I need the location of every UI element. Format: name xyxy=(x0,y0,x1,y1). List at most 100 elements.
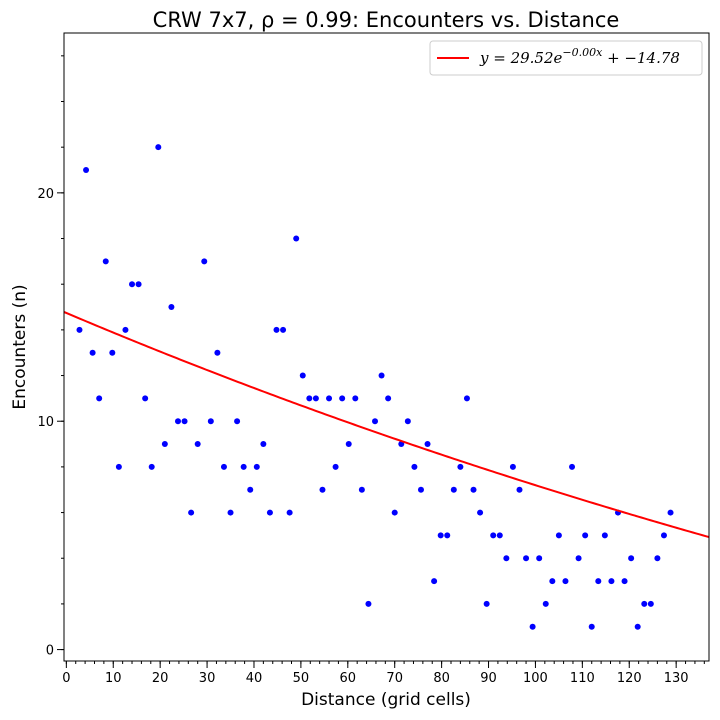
data-point xyxy=(115,463,122,470)
data-point xyxy=(628,555,635,562)
data-point xyxy=(76,326,83,333)
data-point xyxy=(299,372,306,379)
data-point xyxy=(148,463,155,470)
legend-box xyxy=(429,40,703,76)
data-point xyxy=(96,395,103,402)
data-point xyxy=(391,509,398,516)
data-point xyxy=(194,441,201,448)
data-point xyxy=(450,486,457,493)
y-axis-label: Encounters (n) xyxy=(10,284,30,409)
data-point xyxy=(326,395,333,402)
data-point xyxy=(339,395,346,402)
legend-label-lhs: y = 29.52e xyxy=(479,49,563,67)
data-point xyxy=(181,418,188,425)
data-point xyxy=(168,304,175,311)
x-tick-label: 30 xyxy=(199,671,216,686)
data-point xyxy=(542,600,549,607)
data-point xyxy=(234,418,241,425)
data-point xyxy=(641,600,648,607)
data-point xyxy=(122,326,129,333)
data-point xyxy=(220,463,227,470)
data-point xyxy=(365,600,372,607)
data-point xyxy=(345,441,352,448)
data-point xyxy=(109,349,116,356)
x-tick-label: 110 xyxy=(570,671,595,686)
data-point xyxy=(437,532,444,539)
data-point xyxy=(595,578,602,585)
axis-ticks: 0 10 20 30 40 50 60 70 80 90 100 110 120 130 0 10 20 xyxy=(37,55,705,686)
data-point xyxy=(372,418,379,425)
data-point xyxy=(155,144,162,151)
x-tick-label: 100 xyxy=(523,671,548,686)
x-tick-label: 70 xyxy=(386,671,403,686)
plot-frame xyxy=(63,32,710,662)
data-point xyxy=(174,418,181,425)
data-point xyxy=(83,167,90,174)
data-point xyxy=(503,555,510,562)
data-point xyxy=(207,418,214,425)
data-point xyxy=(523,555,530,562)
data-point xyxy=(529,623,536,630)
data-point xyxy=(477,509,484,516)
data-point xyxy=(569,463,576,470)
data-point xyxy=(660,532,667,539)
x-tick-label: 20 xyxy=(152,671,169,686)
data-point xyxy=(431,578,438,585)
data-point xyxy=(417,486,424,493)
x-tick-label: 130 xyxy=(664,671,689,686)
data-point xyxy=(89,349,96,356)
data-point xyxy=(102,258,109,265)
x-tick-label: 40 xyxy=(246,671,263,686)
data-point xyxy=(358,486,365,493)
scatter-points xyxy=(76,144,674,630)
data-point xyxy=(457,463,464,470)
legend-label-rhs: + −14.78 xyxy=(602,49,680,67)
data-point xyxy=(227,509,234,516)
data-point xyxy=(549,578,556,585)
data-point xyxy=(352,395,359,402)
data-point xyxy=(470,486,477,493)
data-point xyxy=(496,532,503,539)
y-tick-label: 20 xyxy=(37,187,54,202)
data-point xyxy=(312,395,319,402)
data-point xyxy=(582,532,589,539)
data-point xyxy=(621,578,628,585)
data-point xyxy=(536,555,543,562)
x-tick-label: 0 xyxy=(62,671,70,686)
data-point xyxy=(634,623,641,630)
data-point xyxy=(608,578,615,585)
data-point xyxy=(332,463,339,470)
data-point xyxy=(667,509,674,516)
data-point xyxy=(411,463,418,470)
legend-label-exponent: −0.00x xyxy=(562,46,603,59)
legend: y = 29.52e−0.00x + −14.78 xyxy=(429,40,703,76)
data-point xyxy=(654,555,661,562)
y-tick-label: 0 xyxy=(46,644,54,659)
data-point xyxy=(575,555,582,562)
data-point xyxy=(280,326,287,333)
data-point xyxy=(378,372,385,379)
data-point xyxy=(293,235,300,242)
data-point xyxy=(247,486,254,493)
legend-label: y = 29.52e−0.00x + −14.78 xyxy=(479,46,680,67)
x-tick-label: 60 xyxy=(340,671,357,686)
data-point xyxy=(135,281,142,288)
data-point xyxy=(444,532,451,539)
data-point xyxy=(516,486,523,493)
data-point xyxy=(319,486,326,493)
data-point xyxy=(588,623,595,630)
data-point xyxy=(266,509,273,516)
x-axis-label: Distance (grid cells) xyxy=(301,690,471,710)
data-point xyxy=(404,418,411,425)
data-point xyxy=(260,441,267,448)
data-point xyxy=(509,463,516,470)
chart-title: CRW 7x7, ρ = 0.99: Encounters vs. Distan… xyxy=(153,8,620,32)
data-point xyxy=(214,349,221,356)
data-point xyxy=(161,441,168,448)
plot-area xyxy=(64,33,709,661)
data-point xyxy=(490,532,497,539)
x-tick-label: 10 xyxy=(105,671,122,686)
data-point xyxy=(253,463,260,470)
x-tick-label: 120 xyxy=(617,671,642,686)
